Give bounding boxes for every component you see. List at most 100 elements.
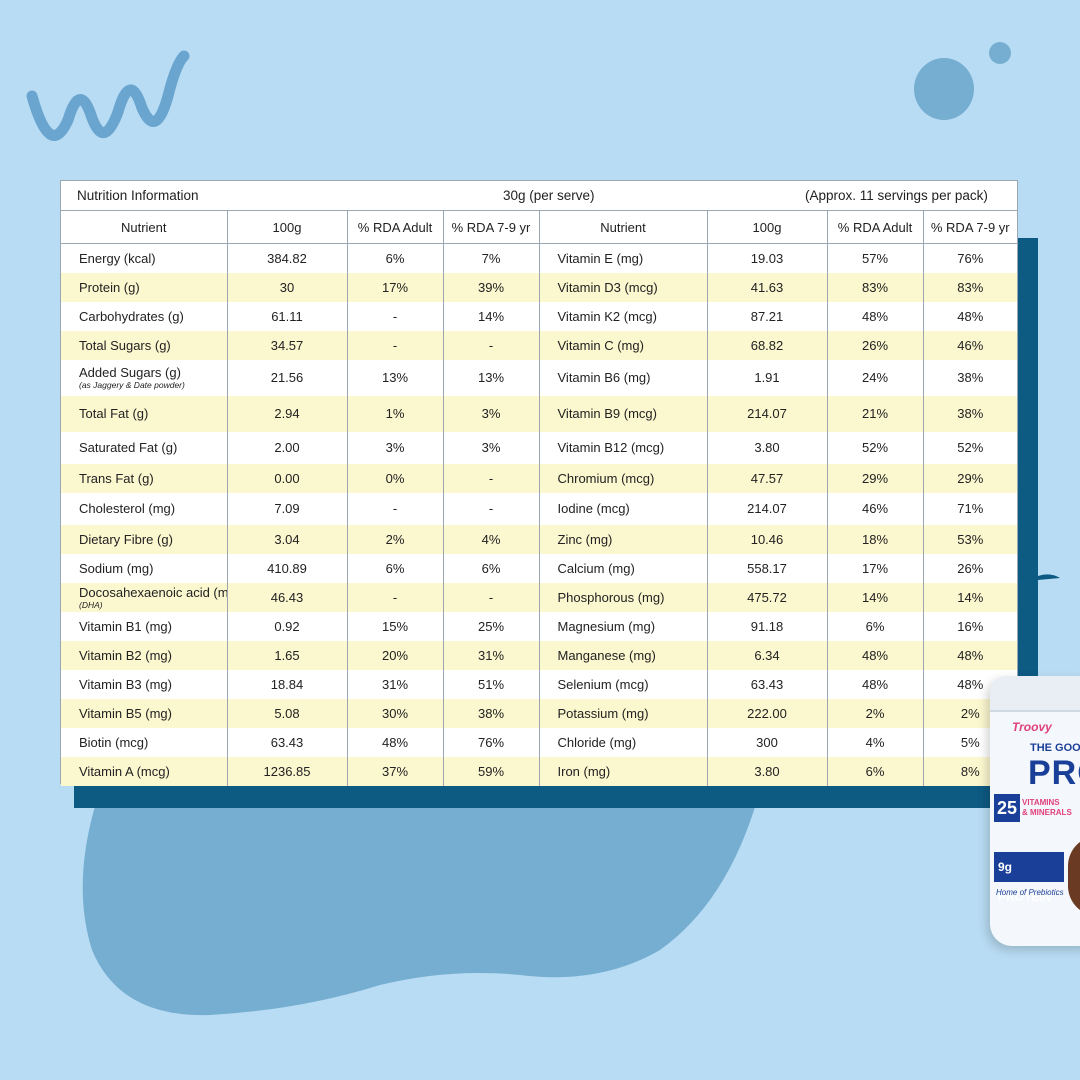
nutrient-name: Vitamin B5 (mg) <box>79 705 172 721</box>
nutrient-name-cell: Vitamin B12 (mcg) <box>538 431 707 464</box>
value-100g-cell: 21.56 <box>226 359 347 396</box>
nutrient-name-cell: Protein (g) <box>61 272 227 302</box>
nutrient-name: Total Sugars (g) <box>79 337 171 353</box>
rda-child-cell: - <box>442 492 539 525</box>
rda-adult: 57% <box>861 250 889 266</box>
product-line-1: THE GOOD <box>1030 742 1080 754</box>
nutrient-name: Iron (mg) <box>557 763 611 779</box>
nutrient-name: Total Fat (g) <box>79 406 149 421</box>
value-100g: 34.57 <box>270 337 304 353</box>
rda-adult: 37% <box>381 763 409 779</box>
rda-adult-cell: 4% <box>826 727 923 757</box>
rda-child: 59% <box>477 763 505 779</box>
rda-child-cell: 13% <box>442 359 539 396</box>
rda-adult: 0% <box>385 470 405 486</box>
value-100g-cell: 7.09 <box>226 492 347 525</box>
nutrient-name-cell: Biotin (mcg) <box>61 728 227 757</box>
table-row: Vitamin B2 (mg) 1.65 20% 31% Manganese (mg) 6… <box>61 640 1017 670</box>
value-100g: 6.34 <box>754 647 780 663</box>
rda-adult-cell: - <box>346 330 443 360</box>
table-header-row: Nutrient 100g % RDA Adult % RDA 7-9 yr N… <box>61 210 1017 244</box>
rda-child-cell: 25% <box>442 611 539 641</box>
nutrient-name: Sodium (mg) <box>79 560 154 576</box>
nutrient-name: Chromium (mcg) <box>557 470 655 486</box>
nutrient-name-cell: Added Sugars (g) (as Jaggery & Date powde… <box>61 360 227 396</box>
nutrient-name-cell: Chromium (mcg) <box>538 463 707 493</box>
rda-adult: 13% <box>381 370 409 385</box>
value-100g: 214.07 <box>747 501 787 516</box>
table-row: Biotin (mcg) 63.43 48% 76% Chloride (mg) 300 4… <box>61 727 1017 757</box>
nutrient-name-cell: Vitamin A (mcg) <box>61 756 227 786</box>
nutrient-name-cell: Zinc (mg) <box>538 524 707 554</box>
nutrient-name: Selenium (mcg) <box>557 676 649 692</box>
rda-adult: 4% <box>865 734 885 750</box>
rda-adult-cell: 46% <box>826 492 923 525</box>
value-100g-cell: 19.03 <box>706 243 827 273</box>
nutrient-name: Vitamin A (mcg) <box>79 763 170 779</box>
nutrient-name-cell: Vitamin E (mg) <box>538 243 707 273</box>
dot-small-decoration <box>989 42 1011 64</box>
rda-child-cell: 3% <box>442 431 539 464</box>
rda-child: 53% <box>957 531 984 547</box>
table-row: Vitamin B3 (mg) 18.84 31% 51% Selenium (mcg)… <box>61 669 1017 699</box>
rda-adult-cell: 48% <box>826 640 923 670</box>
rda-child: 13% <box>477 370 505 385</box>
vitamin-count-badge: 25 <box>994 794 1020 822</box>
value-100g: 222.00 <box>747 705 787 721</box>
table-row: Sodium (mg) 410.89 6% 6% Calcium (mg) 558.17 1… <box>61 553 1017 583</box>
rda-child: - <box>488 589 494 605</box>
rda-child: 14% <box>477 308 505 324</box>
nutrient-name: Vitamin K2 (mcg) <box>557 308 657 324</box>
nutrient-name-cell: Magnesium (mg) <box>538 611 707 641</box>
rda-child: - <box>488 470 494 486</box>
nutrition-table: Nutrient 100g % RDA Adult % RDA 7-9 yr N… <box>61 210 1017 786</box>
rda-child-cell: 83% <box>922 272 1017 302</box>
rda-adult-cell: 2% <box>346 524 443 554</box>
nutrient-name: Calcium (mg) <box>557 560 635 576</box>
nutrient-name-cell: Sodium (mg) <box>61 554 227 583</box>
value-100g: 3.04 <box>274 531 300 547</box>
table-row: Vitamin B1 (mg) 0.92 15% 25% Magnesium (mg) 9… <box>61 611 1017 641</box>
rda-adult: 3% <box>385 440 405 455</box>
nutrient-name-cell: Vitamin D3 (mcg) <box>538 272 707 302</box>
rda-adult-cell: 57% <box>826 243 923 273</box>
table-row: Added Sugars (g) (as Jaggery & Date powde… <box>61 359 1017 396</box>
rda-child-cell: 38% <box>922 395 1017 432</box>
nutrient-name: Iodine (mcg) <box>557 501 630 516</box>
value-100g-cell: 91.18 <box>706 611 827 641</box>
value-100g-cell: 214.07 <box>706 395 827 432</box>
rda-adult-cell: 6% <box>826 756 923 786</box>
rda-child-cell: 52% <box>922 431 1017 464</box>
nutrition-card: Nutrition Information 30g (per serve) (A… <box>60 180 1018 786</box>
rda-adult-cell: 14% <box>826 582 923 612</box>
nutrient-name-cell: Phosphorous (mg) <box>538 582 707 612</box>
rda-adult: 29% <box>861 470 889 486</box>
nutrient-name: Vitamin B6 (mg) <box>557 370 651 385</box>
value-100g: 46.43 <box>270 589 304 605</box>
rda-child-cell: 3% <box>442 395 539 432</box>
rda-child: 25% <box>477 618 505 634</box>
rda-adult: 46% <box>861 501 889 516</box>
rda-child-cell: 7% <box>442 243 539 273</box>
value-100g-cell: 3.04 <box>226 524 347 554</box>
rda-adult: 48% <box>861 308 889 324</box>
nutrient-name: Saturated Fat (g) <box>79 440 178 455</box>
rda-child: 76% <box>477 734 505 750</box>
nutrient-name: Manganese (mg) <box>557 647 656 663</box>
rda-adult-cell: 31% <box>346 669 443 699</box>
column-header: 100g <box>706 210 827 244</box>
rda-child-cell: 59% <box>442 756 539 786</box>
nutrient-name-cell: Potassium (mg) <box>538 698 707 728</box>
value-100g-cell: 18.84 <box>226 669 347 699</box>
nutrient-name: Trans Fat (g) <box>79 470 154 486</box>
nutrient-name: Potassium (mg) <box>557 705 649 721</box>
rda-child-cell: - <box>442 330 539 360</box>
nutrient-name: Dietary Fibre (g) <box>79 531 173 547</box>
squiggle-decoration <box>26 50 190 141</box>
table-row: Vitamin B5 (mg) 5.08 30% 38% Potassium (mg) 2… <box>61 698 1017 728</box>
value-100g-cell: 1236.85 <box>226 756 347 786</box>
rda-adult-cell: 24% <box>826 359 923 396</box>
value-100g-cell: 63.43 <box>226 727 347 757</box>
rda-child: 76% <box>957 250 984 266</box>
